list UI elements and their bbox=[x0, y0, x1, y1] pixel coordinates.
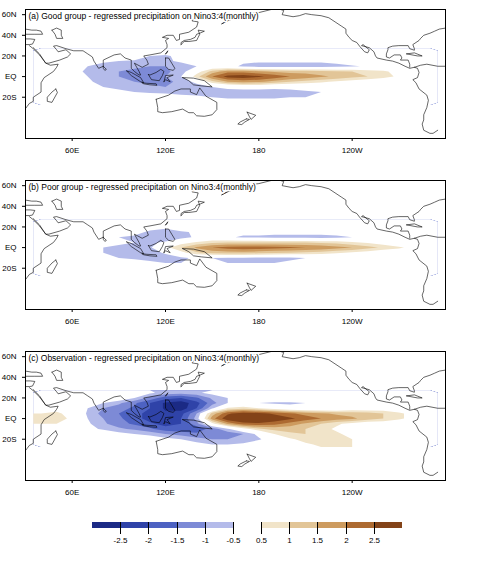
svg-text:20N: 20N bbox=[2, 223, 17, 232]
svg-text:20S: 20S bbox=[2, 93, 16, 102]
svg-text:60E: 60E bbox=[65, 146, 79, 155]
svg-text:60N: 60N bbox=[2, 10, 17, 19]
svg-text:EQ: EQ bbox=[5, 243, 17, 252]
svg-text:120E: 120E bbox=[156, 146, 175, 155]
svg-text:(b) Poor group - regressed pre: (b) Poor group - regressed precipitation… bbox=[29, 182, 256, 192]
svg-text:60N: 60N bbox=[2, 352, 17, 361]
svg-text:0.5: 0.5 bbox=[255, 536, 267, 545]
svg-text:20S: 20S bbox=[2, 435, 16, 444]
svg-text:1.5: 1.5 bbox=[311, 536, 323, 545]
svg-text:2.5: 2.5 bbox=[368, 536, 380, 545]
svg-text:-1: -1 bbox=[201, 536, 209, 545]
svg-text:(a) Good group - regressed pre: (a) Good group - regressed precipitation… bbox=[29, 11, 259, 21]
svg-text:40N: 40N bbox=[2, 202, 17, 211]
svg-text:-2: -2 bbox=[144, 536, 152, 545]
svg-text:-2.5: -2.5 bbox=[113, 536, 127, 545]
svg-text:60E: 60E bbox=[65, 488, 79, 497]
svg-text:(c) Observation - regressed pr: (c) Observation - regressed precipitatio… bbox=[29, 353, 260, 363]
svg-text:40N: 40N bbox=[2, 373, 17, 382]
svg-text:1: 1 bbox=[287, 536, 292, 545]
svg-text:60E: 60E bbox=[65, 317, 79, 326]
svg-text:20N: 20N bbox=[2, 52, 17, 61]
svg-text:EQ: EQ bbox=[5, 414, 17, 423]
svg-text:120W: 120W bbox=[342, 317, 363, 326]
svg-text:120W: 120W bbox=[342, 146, 363, 155]
svg-text:2: 2 bbox=[344, 536, 349, 545]
svg-text:120W: 120W bbox=[342, 488, 363, 497]
svg-text:20S: 20S bbox=[2, 264, 16, 273]
svg-text:180: 180 bbox=[252, 317, 266, 326]
svg-text:120E: 120E bbox=[156, 488, 175, 497]
svg-text:-0.5: -0.5 bbox=[226, 536, 240, 545]
svg-text:EQ: EQ bbox=[5, 72, 17, 81]
svg-text:40N: 40N bbox=[2, 31, 17, 40]
svg-text:120E: 120E bbox=[156, 317, 175, 326]
svg-text:20N: 20N bbox=[2, 394, 17, 403]
svg-text:180: 180 bbox=[252, 146, 266, 155]
svg-text:-1.5: -1.5 bbox=[170, 536, 184, 545]
svg-text:180: 180 bbox=[252, 488, 266, 497]
svg-text:60N: 60N bbox=[2, 181, 17, 190]
